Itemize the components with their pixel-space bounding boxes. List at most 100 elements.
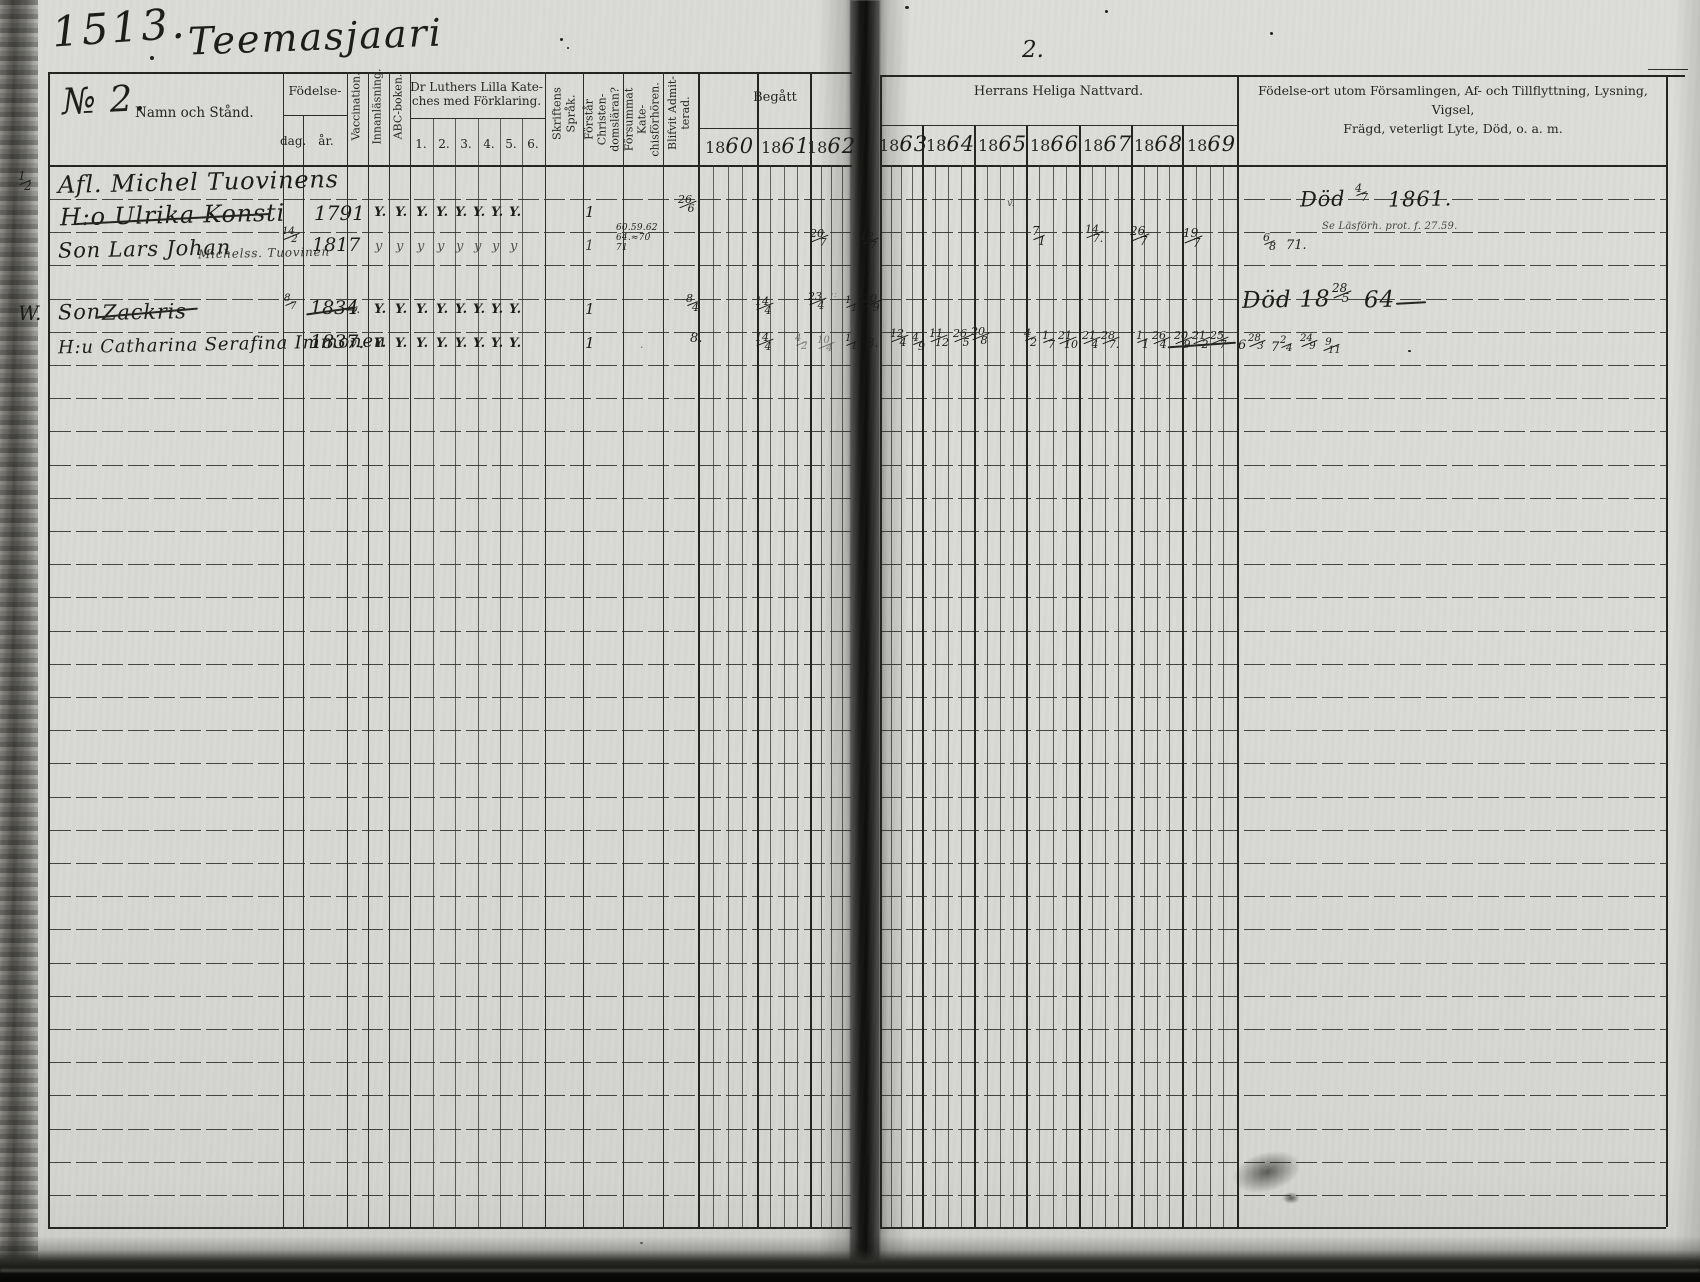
grid-line	[50, 996, 852, 997]
grid-line	[50, 830, 852, 831]
grid-line	[50, 863, 852, 864]
column-header-scripture: Skriftens Språk.	[549, 87, 577, 141]
column-header-neglected: Försummat Kate- chisförhören.	[622, 82, 662, 157]
handwritten-entry: 12 4	[890, 328, 910, 349]
grid-line	[50, 398, 852, 399]
handwritten-entry: 28 7.	[1101, 329, 1120, 352]
grid-line	[1092, 165, 1093, 1227]
catechism-col-label: 1.	[415, 137, 427, 151]
grid-line	[48, 72, 852, 74]
grid-line	[50, 199, 852, 200]
grid-line	[1237, 75, 1239, 1227]
handwritten-entry: y	[492, 239, 500, 254]
grid-line	[50, 1095, 852, 1096]
grid-line	[961, 165, 962, 1227]
grid-line	[880, 664, 1666, 665]
handwritten-entry: ·	[640, 341, 644, 354]
grid-line	[880, 564, 1666, 565]
handwritten-entry: Död 18	[1241, 286, 1331, 314]
grid-line	[880, 498, 1666, 499]
book-gutter	[850, 0, 880, 1282]
grid-line	[880, 597, 1666, 598]
handwritten-entry: Y.	[395, 205, 408, 220]
folio-number: 1513.	[50, 0, 189, 57]
page-title: Teemasjaari	[187, 10, 444, 64]
grid-line	[1000, 165, 1001, 1227]
handwritten-entry: 26 4.	[1152, 329, 1171, 352]
ink-speck	[1105, 10, 1108, 13]
year-label-1863: 1863	[879, 132, 929, 156]
grid-line	[50, 929, 852, 930]
grid-line	[1118, 165, 1119, 1227]
grid-line	[880, 963, 1666, 964]
column-header-admitted: Blifvit Admit- terad.	[666, 76, 692, 150]
handwritten-entry: 20 8	[971, 326, 991, 347]
ink-speck	[1270, 32, 1273, 35]
grid-line	[522, 118, 523, 1227]
catechism-col-label: 4.	[483, 137, 495, 151]
handwritten-entry: Y.	[473, 302, 486, 317]
grid-line	[50, 531, 852, 532]
handwritten-entry: Michelss. Tuovinen	[197, 244, 331, 262]
book-binding-edge	[0, 0, 38, 1282]
ink-speck	[1408, 350, 1411, 352]
grid-line	[987, 165, 988, 1227]
handwritten-entry: Död	[1299, 186, 1346, 212]
grid-line	[770, 165, 771, 1227]
grid-line	[948, 165, 949, 1227]
grid-line	[1223, 165, 1224, 1227]
handwritten-entry: Y.	[436, 336, 449, 351]
handwritten-entry: Y.	[395, 336, 408, 351]
handwritten-entry: Y.	[416, 302, 429, 317]
grid-line	[50, 797, 852, 798]
grid-line	[50, 564, 852, 565]
grid-line	[728, 165, 729, 1227]
handwritten-entry: 1	[585, 238, 594, 254]
column-header-vaccination: Vaccination.	[349, 72, 363, 141]
grid-line	[368, 72, 369, 1227]
handwritten-entry: v.	[350, 336, 360, 350]
catechism-col-label: 3.	[460, 137, 472, 151]
grid-line	[50, 697, 852, 698]
handwritten-entry: v.	[1007, 198, 1015, 209]
handwritten-entry: Y.	[416, 336, 429, 351]
grid-line	[283, 72, 284, 1227]
grid-line	[50, 232, 852, 233]
right-page	[880, 0, 1700, 1282]
grid-line	[50, 730, 852, 731]
grid-line	[880, 830, 1666, 831]
handwritten-entry: Y.	[509, 336, 522, 351]
handwritten-entry: 60.59.62 64.≈70 71	[616, 223, 658, 254]
grid-line	[50, 332, 852, 333]
grid-line	[698, 128, 852, 129]
grid-line	[1105, 165, 1106, 1227]
handwritten-entry: Y.	[374, 336, 387, 351]
handwritten-entry: 9 11	[1322, 337, 1341, 356]
grid-line	[1131, 125, 1133, 1227]
handwritten-entry: 25 7	[1210, 330, 1230, 351]
grid-line	[50, 597, 852, 598]
grid-line	[50, 1029, 852, 1030]
household-number-label: № 2.	[60, 77, 147, 124]
grid-line	[50, 763, 852, 764]
handwritten-entry: 1861.	[1387, 186, 1453, 212]
grid-line	[663, 72, 664, 1227]
grid-line	[842, 165, 843, 1227]
grid-line	[50, 1062, 852, 1063]
grid-line	[880, 531, 1666, 532]
grid-line	[880, 631, 1666, 632]
handwritten-entry: y	[396, 239, 404, 254]
handwritten-entry: Afl. Michel Tuovinens	[57, 165, 340, 199]
handwritten-entry: Se Läsförh. prot. f. 27.59.	[1322, 221, 1458, 232]
handwritten-entry: 28 5	[1332, 282, 1353, 305]
catechism-col-label: 2.	[438, 137, 450, 151]
year-label-1866: 1866	[1030, 132, 1080, 156]
grid-line	[50, 896, 852, 897]
grid-line	[1026, 125, 1028, 1227]
